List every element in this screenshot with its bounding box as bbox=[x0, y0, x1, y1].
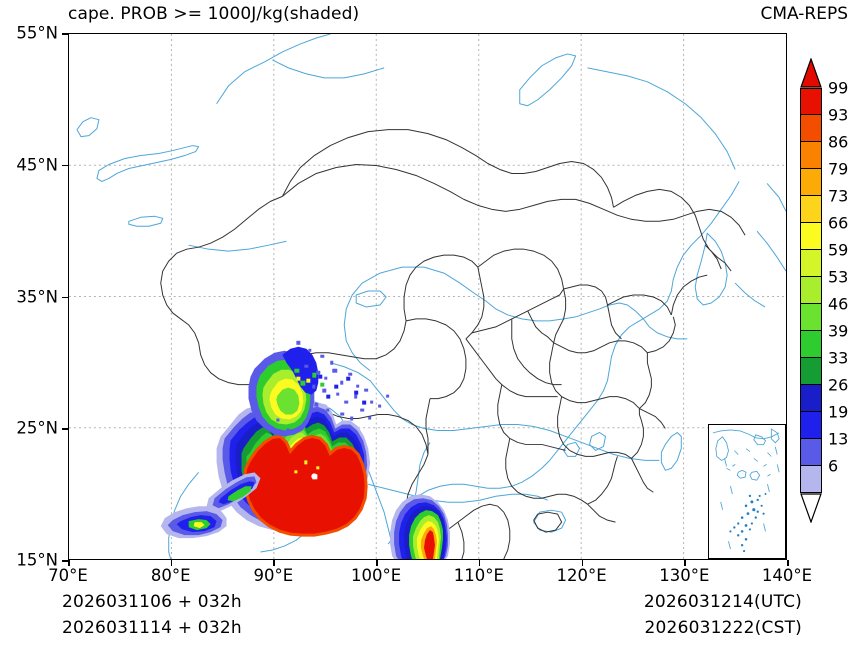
colorbar-segments bbox=[800, 88, 822, 493]
xtick-mark bbox=[68, 560, 70, 566]
xtick-label-5: 120°E bbox=[556, 566, 607, 585]
xtick-label-2: 90°E bbox=[253, 566, 294, 585]
probability-shading bbox=[69, 34, 786, 559]
xtick-mark bbox=[376, 560, 378, 566]
colorbar-label-59: 59 bbox=[828, 240, 849, 260]
colorbar-label-73: 73 bbox=[828, 186, 849, 206]
colorbar-segment bbox=[800, 466, 822, 493]
colorbar-label-93: 93 bbox=[828, 105, 849, 125]
colorbar-label-53: 53 bbox=[828, 267, 849, 287]
colorbar-label-19: 19 bbox=[828, 402, 849, 422]
colorbar-label-26: 26 bbox=[828, 375, 849, 395]
colorbar-label-46: 46 bbox=[828, 294, 849, 314]
footer-init-time-utc: 2026031106 + 032h bbox=[62, 592, 242, 612]
colorbar-segment bbox=[800, 196, 822, 223]
ytick-mark bbox=[62, 560, 68, 562]
colorbar-segment bbox=[800, 115, 822, 142]
xtick-label-3: 100°E bbox=[351, 566, 402, 585]
ytick-mark bbox=[62, 164, 68, 167]
colorbar-segment bbox=[800, 412, 822, 439]
colorbar-segment bbox=[800, 142, 822, 169]
colorbar-bottom-arrow bbox=[800, 493, 822, 523]
ytick-mark bbox=[62, 296, 68, 299]
colorbar-segment bbox=[800, 385, 822, 412]
footer-init-time-cst: 2026031114 + 032h bbox=[62, 618, 242, 638]
colorbar-label-33: 33 bbox=[828, 348, 849, 368]
model-label: CMA-REPS bbox=[760, 4, 848, 24]
ytick-mark bbox=[62, 33, 68, 35]
colorbar-label-66: 66 bbox=[828, 213, 849, 233]
ytick-label-1: 25°N bbox=[16, 418, 58, 438]
map-plot-area[interactable]: No: GS (2019) 1786 bbox=[68, 33, 787, 560]
colorbar-label-6: 6 bbox=[828, 456, 839, 476]
colorbar-label-13: 13 bbox=[828, 429, 849, 449]
colorbar-segment bbox=[800, 331, 822, 358]
xtick-label-1: 80°E bbox=[150, 566, 191, 585]
ytick-mark bbox=[62, 428, 68, 430]
colorbar-label-79: 79 bbox=[828, 159, 849, 179]
ytick-label-0: 15°N bbox=[16, 550, 58, 570]
page-title: cape. PROB >= 1000J/kg(shaded) bbox=[68, 4, 360, 24]
colorbar[interactable]: 99 93 86 79 73 66 59 53 46 39 33 26 19 1… bbox=[798, 58, 858, 528]
xtick-label-0: 70°E bbox=[48, 566, 88, 585]
colorbar-segment bbox=[800, 358, 822, 385]
colorbar-segment bbox=[800, 223, 822, 250]
colorbar-segment bbox=[800, 439, 822, 466]
xtick-mark bbox=[581, 560, 584, 566]
xtick-mark bbox=[170, 560, 173, 566]
colorbar-label-99: 99 bbox=[828, 78, 849, 98]
xtick-mark bbox=[478, 560, 481, 566]
south-china-sea-inset[interactable] bbox=[708, 424, 786, 559]
colorbar-label-39: 39 bbox=[828, 321, 849, 341]
colorbar-segment bbox=[800, 277, 822, 304]
colorbar-segment bbox=[800, 169, 822, 196]
ytick-label-3: 45°N bbox=[16, 155, 58, 175]
colorbar-segment bbox=[800, 250, 822, 277]
colorbar-segment bbox=[800, 304, 822, 331]
colorbar-label-86: 86 bbox=[828, 132, 849, 152]
footer-valid-time-cst: 2026031222(CST) bbox=[644, 618, 802, 638]
footer-valid-time-utc: 2026031214(UTC) bbox=[643, 592, 802, 612]
colorbar-top-arrow bbox=[800, 58, 822, 88]
ytick-label-4: 55°N bbox=[16, 23, 58, 43]
xtick-label-6: 130°E bbox=[659, 566, 710, 585]
xtick-mark bbox=[787, 560, 789, 566]
ytick-label-2: 35°N bbox=[16, 287, 58, 306]
xtick-mark bbox=[273, 560, 275, 566]
xtick-label-7: 140°E bbox=[761, 566, 813, 585]
colorbar-segment bbox=[800, 88, 822, 115]
xtick-label-4: 110°E bbox=[453, 566, 504, 585]
xtick-mark bbox=[684, 560, 686, 566]
